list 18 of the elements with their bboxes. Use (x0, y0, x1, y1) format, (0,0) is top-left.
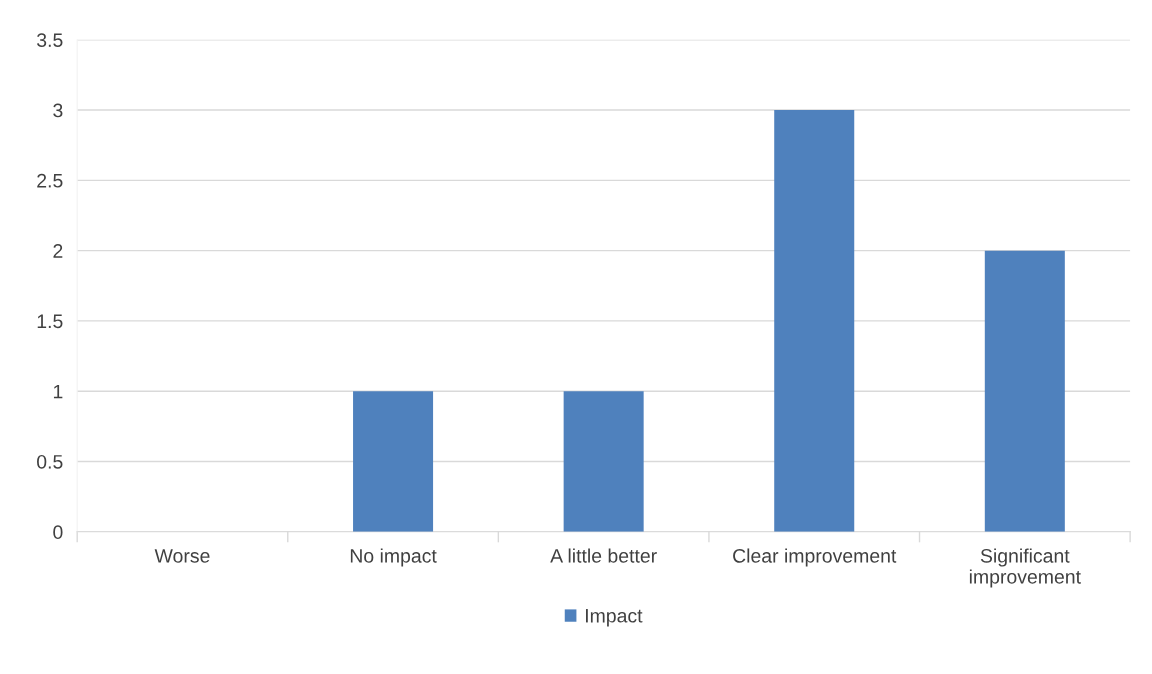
x-tick-label: Significant improvement (969, 548, 1081, 588)
y-tick-label: 3 (53, 103, 63, 118)
x-tick-label: A little better (550, 548, 657, 563)
y-tick-label: 2 (53, 244, 63, 258)
y-tick-label: 1.5 (37, 314, 63, 329)
y-tick-label: 0.5 (37, 454, 63, 469)
bar (353, 391, 434, 532)
bar (984, 250, 1065, 532)
x-tick-label: No impact (350, 548, 437, 567)
bar (563, 391, 644, 532)
legend-label: Impact (585, 609, 643, 627)
x-tick-label: Clear improvement (733, 548, 897, 567)
y-tick-label: 1 (53, 384, 63, 399)
y-tick-label: 0 (53, 525, 63, 540)
y-tick-label: 2.5 (37, 173, 63, 188)
x-tick-label: Worse (154, 549, 210, 563)
bar (774, 110, 855, 532)
y-tick-label: 3.5 (37, 33, 63, 47)
